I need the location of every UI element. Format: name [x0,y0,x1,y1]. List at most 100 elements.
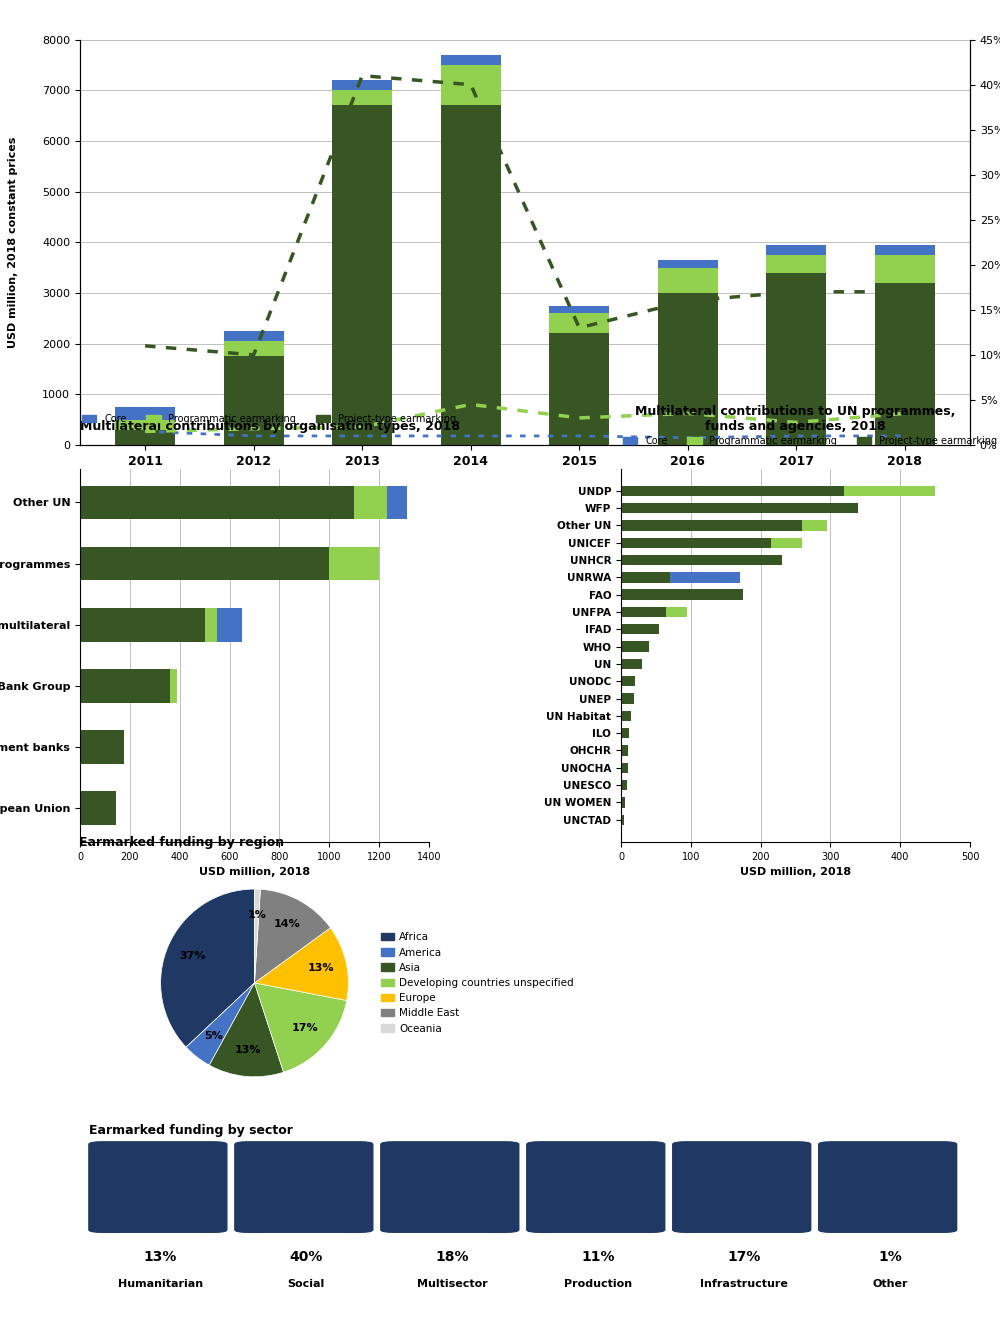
Project-type earmarking (% Total ODA) [248,347,260,363]
Bar [875,255,935,283]
Bar [80,547,329,580]
Programmatic earmarking (% Total ODA) [139,424,151,440]
Bar [621,694,634,704]
Bar [549,333,609,445]
Bar [658,260,718,268]
Bar [875,244,935,255]
Bar [621,798,625,807]
Text: Social: Social [287,1279,325,1289]
Text: Earmarked funding by region: Earmarked funding by region [79,835,284,848]
Bar [80,791,116,824]
Bar [441,55,501,65]
Line: Programmatic earmarking (% Total ODA): Programmatic earmarking (% Total ODA) [145,404,905,432]
Project-type earmarking (% Total ODA) [139,338,151,354]
Bar [621,503,858,514]
Text: 40%: 40% [289,1250,323,1264]
Bar [621,486,844,495]
Bar [621,745,628,756]
Project-type earmarking (% Total ODA) [790,284,802,300]
Core (% Total ODA) [682,429,694,445]
Bar [115,407,175,420]
Text: Multilateral contributions by organisation types, 2018: Multilateral contributions by organisati… [80,420,460,433]
Text: 13%: 13% [143,1250,177,1264]
Bar [332,81,392,90]
Bar [115,429,175,445]
Bar [224,357,284,445]
Bar [802,520,827,531]
Bar [621,815,624,824]
Bar [621,589,743,600]
Legend: Africa, America, Asia, Developing countries unspecified, Europe, Middle East, Oc: Africa, America, Asia, Developing countr… [377,929,578,1038]
Bar [621,624,659,634]
Text: Multisector: Multisector [417,1279,487,1289]
Text: 1%: 1% [878,1250,902,1264]
Bar [332,90,392,106]
Legend: Core, Programmatic earmarking, Project-type earmarking: Core, Programmatic earmarking, Project-t… [619,432,1000,450]
Project-type earmarking (% Total ODA) [573,320,585,336]
Core (% Total ODA) [356,428,368,444]
Bar [621,676,635,687]
Wedge shape [186,983,255,1065]
Bar [771,538,802,548]
Bar [621,642,649,651]
Text: 17%: 17% [292,1022,319,1033]
Bar [621,538,771,548]
Bar [329,547,379,580]
Bar [621,779,627,790]
Bar [549,313,609,333]
Text: 13%: 13% [307,963,334,974]
Text: Earmarked funding by sector: Earmarked funding by sector [89,1124,293,1137]
Text: Infrastructure: Infrastructure [700,1279,788,1289]
FancyBboxPatch shape [673,1141,811,1232]
FancyBboxPatch shape [235,1141,373,1232]
Legend: Core, Programmatic earmarking, Project-type earmarking: Core, Programmatic earmarking, Project-t… [78,410,460,428]
Y-axis label: USD million, 2018 constant prices: USD million, 2018 constant prices [8,136,18,347]
FancyBboxPatch shape [89,1141,227,1232]
Project-type earmarking (% Total ODA) [682,293,694,309]
Bar [354,486,387,519]
Bar [875,283,935,445]
Bar [666,606,687,617]
Bar [621,728,629,738]
Core (% Total ODA) [248,428,260,444]
Bar [621,762,628,773]
Bar [387,486,407,519]
Bar [441,65,501,106]
Bar [621,606,666,617]
Wedge shape [255,889,330,983]
Programmatic earmarking (% Total ODA) [465,396,477,412]
Programmatic earmarking (% Total ODA) [790,415,802,431]
Bar [80,608,205,642]
Core (% Total ODA) [899,428,911,444]
X-axis label: USD million, 2018: USD million, 2018 [199,867,310,877]
Bar [621,555,782,565]
Wedge shape [161,889,255,1048]
Bar [766,255,826,272]
Programmatic earmarking (% Total ODA) [356,419,368,435]
Text: 5%: 5% [204,1032,222,1041]
Line: Project-type earmarking (% Total ODA): Project-type earmarking (% Total ODA) [145,75,905,355]
Core (% Total ODA) [139,424,151,440]
Text: 18%: 18% [435,1250,469,1264]
Bar [621,711,631,721]
Wedge shape [255,927,348,1000]
Text: 17%: 17% [727,1250,761,1264]
Bar [549,305,609,313]
Wedge shape [255,889,260,983]
Bar [205,608,217,642]
X-axis label: USD million, 2018: USD million, 2018 [740,867,851,877]
FancyBboxPatch shape [381,1141,519,1232]
FancyBboxPatch shape [527,1141,665,1232]
Text: 1%: 1% [247,910,266,921]
Core (% Total ODA) [790,428,802,444]
Bar [170,668,177,703]
Programmatic earmarking (% Total ODA) [899,406,911,421]
Bar [621,572,670,583]
Programmatic earmarking (% Total ODA) [682,406,694,421]
Bar [658,268,718,293]
Text: 13%: 13% [235,1045,261,1055]
Text: 37%: 37% [179,951,206,962]
Line: Core (% Total ODA): Core (% Total ODA) [145,432,905,437]
Text: 11%: 11% [581,1250,615,1264]
Core (% Total ODA) [573,428,585,444]
